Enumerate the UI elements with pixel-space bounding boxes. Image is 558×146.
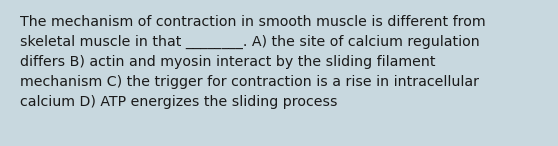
Text: The mechanism of contraction in smooth muscle is different from
skeletal muscle : The mechanism of contraction in smooth m… bbox=[20, 15, 485, 109]
